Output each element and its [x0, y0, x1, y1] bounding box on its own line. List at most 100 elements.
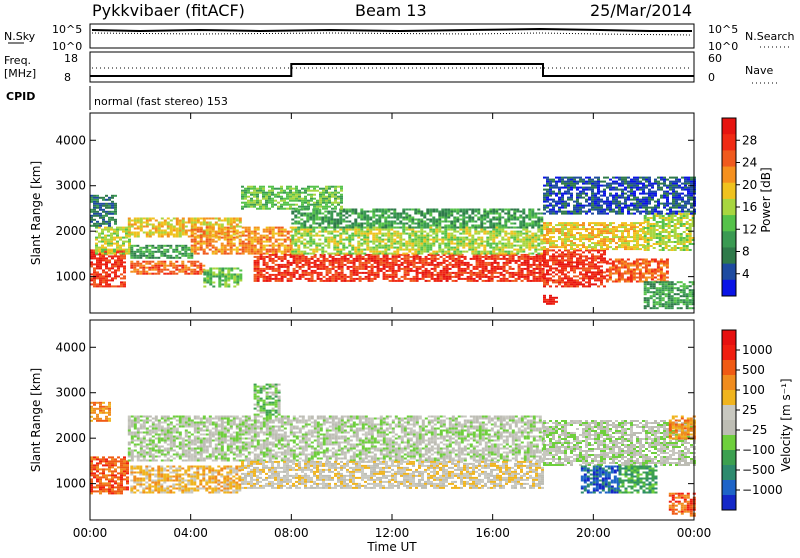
power-cell	[307, 200, 310, 202]
power-cell	[485, 258, 488, 260]
power-cell	[399, 233, 402, 235]
power-cell	[341, 262, 344, 264]
power-cell	[644, 231, 647, 233]
power-cell	[486, 245, 489, 247]
power-cell	[425, 280, 428, 282]
power-cell	[172, 273, 175, 275]
power-cell	[114, 263, 117, 265]
power-cell	[659, 217, 662, 219]
power-cell	[411, 241, 414, 243]
power-cell	[357, 243, 360, 245]
power-cell	[265, 208, 268, 210]
power-cell	[609, 224, 612, 226]
power-cell	[117, 285, 120, 287]
power-cell	[516, 251, 519, 253]
power-cell	[357, 247, 360, 249]
power-cell	[417, 237, 420, 239]
power-cell	[328, 198, 331, 200]
power-cell	[317, 272, 320, 274]
power-cell	[319, 188, 322, 190]
power-cell	[251, 251, 254, 253]
power-cell	[441, 249, 444, 251]
power-cell	[621, 267, 624, 269]
power-cell	[438, 251, 441, 253]
power-cell	[515, 262, 518, 264]
power-cell	[182, 224, 185, 226]
power-cell	[151, 269, 154, 271]
power-cell	[503, 274, 506, 276]
power-cell	[337, 198, 340, 200]
power-cell	[119, 237, 122, 239]
power-cell	[375, 209, 378, 211]
power-cell	[296, 260, 299, 262]
power-cell	[133, 257, 136, 259]
beam-title: Beam 13	[355, 1, 427, 20]
power-cell	[293, 268, 296, 270]
power-cell	[465, 233, 468, 235]
power-cell	[612, 248, 615, 250]
power-cell	[582, 261, 585, 263]
power-cell	[320, 256, 323, 258]
power-cell	[420, 251, 423, 253]
power-cell	[407, 268, 410, 270]
power-cell	[327, 243, 330, 245]
power-cell	[639, 279, 642, 281]
power-cell	[119, 227, 122, 229]
power-cell	[263, 268, 266, 270]
power-cell	[247, 186, 250, 188]
power-cell	[516, 235, 519, 237]
power-cell	[354, 225, 357, 227]
power-cell	[486, 251, 489, 253]
power-cell	[512, 276, 515, 278]
power-cell	[110, 229, 113, 231]
power-cell	[224, 251, 227, 253]
power-cell	[245, 243, 248, 245]
power-cell	[306, 253, 309, 255]
power-cell	[633, 236, 636, 238]
power-cell	[423, 237, 426, 239]
power-cell	[654, 269, 657, 271]
power-cell	[576, 261, 579, 263]
power-cell	[485, 264, 488, 266]
power-cell	[333, 237, 336, 239]
power-cell	[236, 233, 239, 235]
power-cell	[660, 273, 663, 275]
power-cell	[114, 259, 117, 261]
power-cell	[609, 259, 612, 261]
power-cell	[513, 233, 516, 235]
power-cell	[384, 239, 387, 241]
power-cell	[639, 234, 642, 236]
power-cell	[426, 225, 429, 227]
power-cell	[275, 233, 278, 235]
power-cell	[417, 211, 420, 213]
power-cell	[233, 245, 236, 247]
power-cell	[441, 251, 444, 253]
power-cell	[107, 229, 110, 231]
power-cell	[384, 225, 387, 227]
power-cell	[259, 186, 262, 188]
power-cell	[384, 235, 387, 237]
power-cell	[357, 231, 360, 233]
power-cell	[639, 222, 642, 224]
power-cell	[215, 274, 218, 276]
power-cell	[386, 270, 389, 272]
power-cell	[218, 237, 221, 239]
power-cell	[218, 233, 221, 235]
power-cell	[396, 213, 399, 215]
power-cell	[209, 280, 212, 282]
power-cell	[579, 248, 582, 250]
power-cell	[333, 243, 336, 245]
power-cell	[423, 213, 426, 215]
power-cell	[462, 221, 465, 223]
power-cell	[411, 235, 414, 237]
power-cell	[253, 204, 256, 206]
power-cell	[483, 229, 486, 231]
power-cell	[318, 211, 321, 213]
power-cell	[444, 237, 447, 239]
power-cell	[230, 218, 233, 220]
power-cell	[444, 219, 447, 221]
power-cell	[272, 245, 275, 247]
power-cell	[630, 277, 633, 279]
power-cell	[122, 237, 125, 239]
power-cell	[480, 241, 483, 243]
